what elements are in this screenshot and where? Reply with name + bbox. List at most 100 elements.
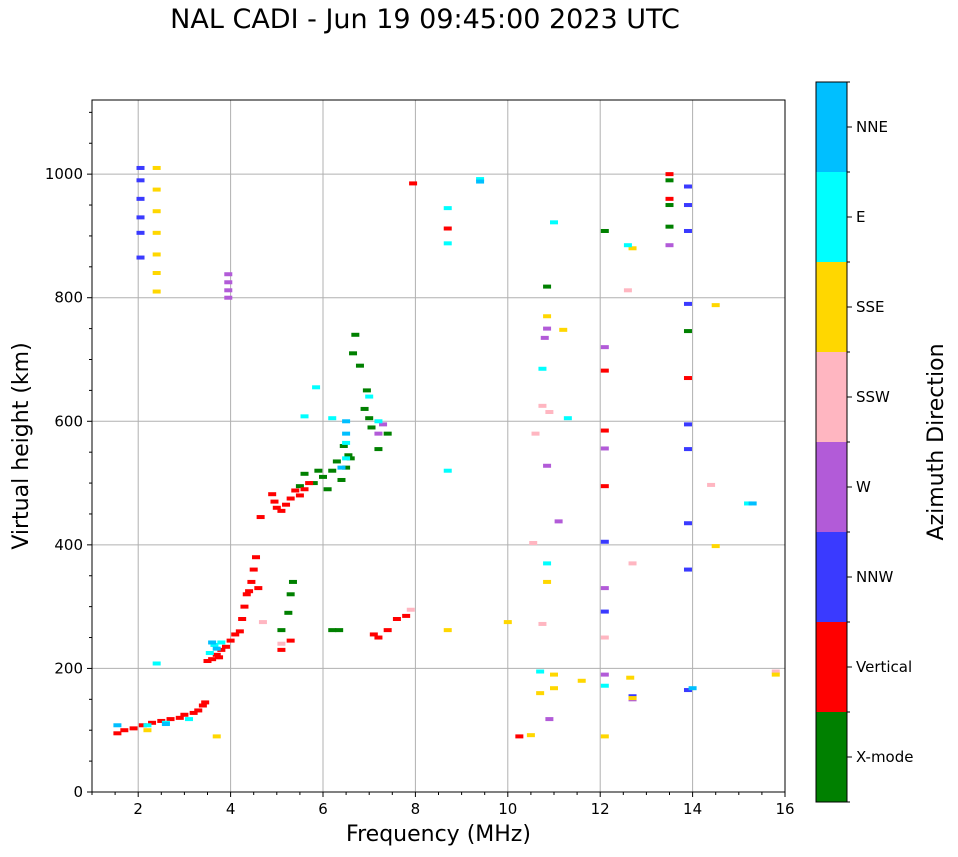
data-point (314, 468, 323, 473)
data-point (374, 635, 383, 640)
data-point (342, 440, 351, 445)
data-point (282, 502, 291, 507)
data-point (152, 209, 161, 214)
data-point (538, 621, 547, 626)
data-point (365, 394, 374, 399)
data-point (362, 388, 371, 393)
data-point (247, 579, 256, 584)
data-point (309, 481, 318, 486)
data-point (369, 632, 378, 637)
data-point (342, 431, 351, 436)
data-point (545, 410, 554, 415)
data-point (319, 474, 327, 479)
data-point (536, 669, 545, 674)
data-point (351, 332, 360, 337)
data-point (536, 691, 545, 696)
data-point (543, 284, 552, 289)
data-point (374, 419, 383, 424)
colorbar-tick-label: NNE (856, 118, 888, 136)
data-point (374, 447, 383, 452)
data-point (526, 733, 535, 738)
colorbar-segment (816, 82, 847, 172)
data-point (224, 280, 233, 285)
data-point (623, 243, 632, 248)
x-axis-label: Frequency (MHz) (346, 822, 531, 847)
data-point (349, 351, 358, 356)
data-point (748, 501, 757, 506)
data-point (240, 604, 249, 609)
data-point (113, 731, 122, 736)
data-point (707, 482, 716, 487)
data-point (295, 484, 304, 489)
data-point (600, 345, 609, 350)
data-point (683, 376, 692, 381)
data-point (208, 640, 217, 645)
data-point (198, 703, 207, 708)
data-point (205, 650, 214, 655)
data-point (683, 329, 692, 334)
data-point (543, 326, 552, 331)
colorbar-tick-label: W (856, 478, 871, 496)
data-point (143, 723, 152, 728)
data-point (543, 579, 552, 584)
data-point (683, 447, 692, 452)
data-point (355, 363, 364, 368)
data-point (543, 463, 552, 468)
data-point (346, 456, 355, 461)
data-point (337, 477, 346, 482)
data-point (443, 468, 452, 473)
data-point (284, 610, 293, 615)
data-point (600, 635, 609, 640)
data-point (256, 515, 265, 520)
data-point (683, 228, 692, 233)
data-point (286, 592, 295, 597)
colorbar: X-mode Vertical NNW W SSW SSE E NNE (815, 81, 913, 803)
data-point (242, 592, 251, 597)
data-point (665, 224, 674, 229)
data-point (189, 710, 198, 715)
data-point (215, 655, 224, 660)
data-point (711, 544, 720, 549)
data-point (600, 484, 609, 489)
data-point (360, 406, 369, 411)
data-point (626, 675, 635, 680)
data-point (238, 617, 247, 621)
data-point (342, 465, 351, 470)
data-point (300, 487, 309, 492)
data-point (711, 303, 720, 308)
data-point (771, 672, 780, 677)
data-point (180, 712, 189, 717)
data-point (152, 271, 161, 275)
data-point (550, 686, 558, 691)
colorbar-frame (815, 81, 848, 803)
colorbar-label: Azimuth Direction (924, 343, 949, 540)
data-point (443, 628, 452, 633)
data-point (379, 422, 388, 427)
data-point (148, 720, 157, 725)
data-point (665, 243, 674, 248)
data-point (249, 567, 258, 572)
data-point (143, 728, 152, 733)
data-point (600, 428, 609, 433)
data-point (272, 505, 281, 510)
colorbar-tick-label: X-mode (856, 748, 913, 766)
data-point (600, 539, 609, 544)
data-point (600, 683, 609, 688)
data-point (136, 255, 145, 260)
y-tick-label: 600 (54, 412, 83, 430)
data-point (600, 446, 609, 451)
data-point (476, 177, 485, 182)
data-point (258, 620, 267, 625)
data-point (175, 715, 184, 720)
data-point (665, 196, 674, 201)
data-point (226, 638, 235, 643)
data-point (443, 241, 452, 246)
data-point (120, 728, 129, 733)
data-point (217, 647, 226, 652)
data-point (332, 459, 341, 464)
data-point (270, 499, 279, 504)
data-point (529, 541, 538, 546)
data-point (136, 196, 145, 201)
data-point (305, 481, 314, 486)
